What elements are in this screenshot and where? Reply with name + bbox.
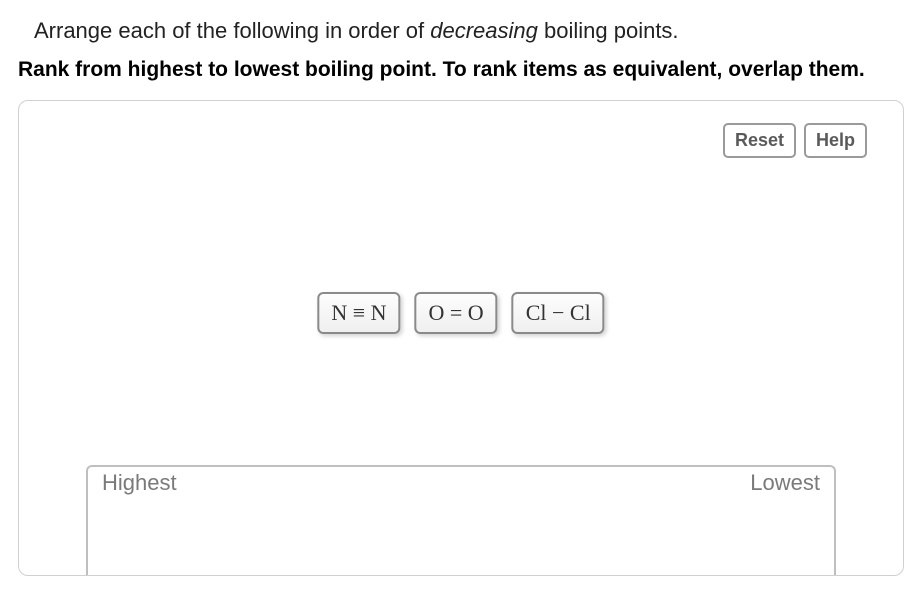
- help-button[interactable]: Help: [804, 123, 867, 158]
- prompt-italic: decreasing: [430, 18, 538, 43]
- prompt-pre: Arrange each of the following in order o…: [34, 18, 430, 43]
- content-wrap: Arrange each of the following in order o…: [0, 0, 922, 576]
- tile-n2[interactable]: N ≡ N: [317, 292, 400, 334]
- question-prompt: Arrange each of the following in order o…: [34, 18, 904, 44]
- ranking-work-area: Reset Help N ≡ N O = O Cl − Cl Highest L…: [18, 100, 904, 576]
- prompt-post: boiling points.: [538, 18, 679, 43]
- instruction-text: Rank from highest to lowest boiling poin…: [18, 58, 904, 82]
- tile-cl2[interactable]: Cl − Cl: [512, 292, 605, 334]
- dropzone-label-lowest: Lowest: [750, 470, 820, 496]
- tile-o2[interactable]: O = O: [415, 292, 498, 334]
- ranking-drop-zone[interactable]: Highest Lowest: [86, 465, 836, 575]
- dropzone-label-highest: Highest: [102, 470, 177, 496]
- reset-button[interactable]: Reset: [723, 123, 796, 158]
- draggable-tiles-row: N ≡ N O = O Cl − Cl: [317, 292, 604, 334]
- toolbar: Reset Help: [723, 123, 867, 158]
